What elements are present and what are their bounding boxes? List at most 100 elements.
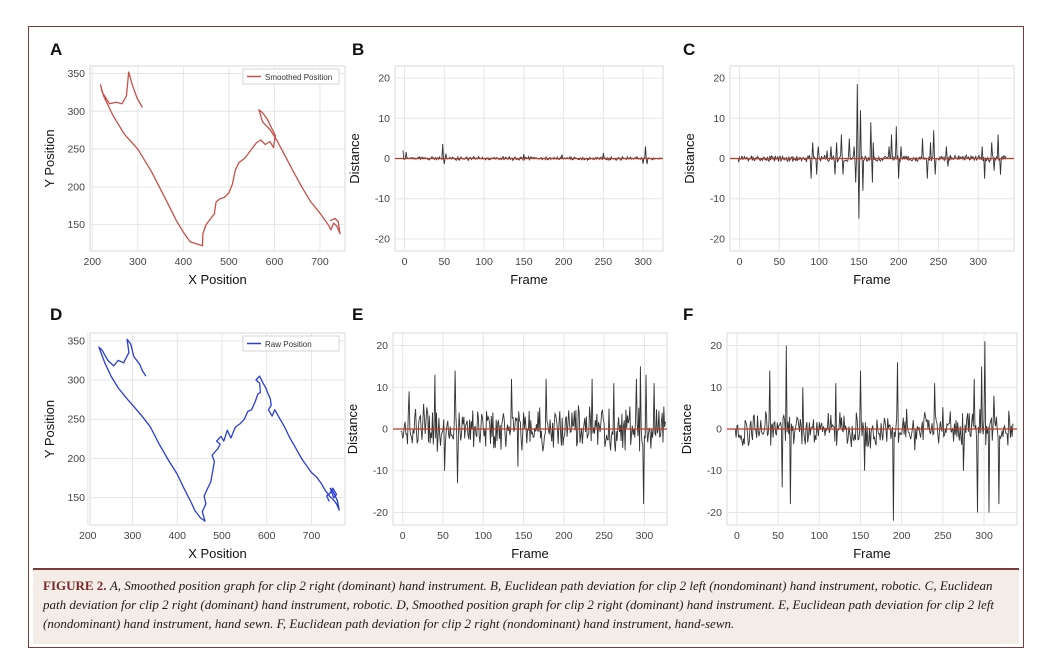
series-line-smoothed-position xyxy=(99,71,341,247)
x-tick-label: 250 xyxy=(930,256,948,268)
x-tick-label: 200 xyxy=(555,530,573,542)
panel-label-b: B xyxy=(352,40,364,59)
y-tick-label: 20 xyxy=(713,73,725,85)
x-tick-label: 200 xyxy=(84,256,102,268)
x-tick-label: 100 xyxy=(810,256,828,268)
chart-panel-b: B 0 50 100 150 200 250 300 -20 -10 0 10 20 Frame Dista… xyxy=(347,40,664,287)
x-tick-label: 250 xyxy=(595,530,613,542)
x-axis-label: Frame xyxy=(510,272,548,287)
x-tick-label: 0 xyxy=(734,530,740,542)
chart-panel-f: F 0 50 100 150 200 250 300 -20 -10 0 10 20 Frame Dista… xyxy=(679,305,1018,561)
chart-panel-c: C 0 50 100 150 200 250 300 -20 -10 0 10 20 Frame Dista… xyxy=(682,40,1015,287)
y-tick-label: -10 xyxy=(373,465,388,477)
y-tick-label: 20 xyxy=(376,340,388,352)
legend-box xyxy=(242,335,340,352)
x-tick-label: 300 xyxy=(975,530,993,542)
x-tick-label: 300 xyxy=(636,530,654,542)
y-axis-label: Distance xyxy=(679,404,694,455)
caption-figure-label: FIGURE 2. xyxy=(43,578,107,593)
y-tick-label: 350 xyxy=(67,335,85,347)
y-tick-label: 0 xyxy=(384,153,390,165)
y-tick-label: 250 xyxy=(67,144,85,156)
y-tick-label: -20 xyxy=(375,233,390,245)
legend-label: Smoothed Position xyxy=(265,73,332,82)
x-axis-label: Frame xyxy=(853,272,891,287)
y-tick-label: -20 xyxy=(707,507,722,519)
x-tick-label: 100 xyxy=(475,256,493,268)
legend-box xyxy=(242,68,340,85)
x-tick-label: 50 xyxy=(772,530,784,542)
y-tick-label: 300 xyxy=(67,106,85,118)
x-tick-label: 50 xyxy=(773,256,785,268)
y-tick-label: 10 xyxy=(376,382,388,394)
x-tick-label: 700 xyxy=(303,530,321,542)
x-axis-label: X Position xyxy=(188,272,247,287)
y-tick-label: 200 xyxy=(67,453,85,465)
x-tick-label: 150 xyxy=(515,530,533,542)
x-tick-label: 500 xyxy=(213,530,231,542)
x-tick-label: 200 xyxy=(890,256,908,268)
x-tick-label: 400 xyxy=(168,530,186,542)
panel-label-c: C xyxy=(683,40,695,59)
y-tick-label: 250 xyxy=(67,414,85,426)
x-tick-label: 0 xyxy=(400,530,406,542)
x-tick-label: 250 xyxy=(934,530,952,542)
x-tick-label: 150 xyxy=(515,256,533,268)
y-tick-label: -10 xyxy=(375,193,390,205)
chart-panel-e: E 0 50 100 150 200 250 300 -20 -10 0 10 20 Frame Dista… xyxy=(345,305,668,561)
panel-label-a: A xyxy=(50,40,62,59)
y-axis-label: Y Position xyxy=(42,129,57,187)
y-axis-label: Distance xyxy=(345,404,360,455)
panel-label-e: E xyxy=(352,305,363,324)
legend-label: Raw Position xyxy=(265,340,312,349)
y-tick-label: 0 xyxy=(719,153,725,165)
y-axis-label: Distance xyxy=(347,133,362,184)
x-tick-label: 150 xyxy=(850,256,868,268)
x-tick-label: 250 xyxy=(595,256,613,268)
x-axis-label: Frame xyxy=(853,546,891,561)
chart-panel-d: D 200 300 400 500 600 700 150 200 250 300 350 X Posi… xyxy=(42,305,346,561)
series-line-raw-position xyxy=(98,338,340,522)
y-tick-label: -10 xyxy=(707,465,722,477)
x-tick-label: 50 xyxy=(438,256,450,268)
x-tick-label: 200 xyxy=(893,530,911,542)
x-tick-label: 0 xyxy=(402,256,408,268)
y-tick-label: 20 xyxy=(378,73,390,85)
x-axis-label: X Position xyxy=(188,546,247,561)
x-axis-label: Frame xyxy=(511,546,549,561)
y-axis-label: Distance xyxy=(682,133,697,184)
x-tick-label: 500 xyxy=(220,256,238,268)
y-tick-label: 150 xyxy=(67,492,85,504)
y-axis-label: Y Position xyxy=(42,400,57,458)
plot-area xyxy=(89,65,346,252)
deviation-signal-line xyxy=(400,366,666,505)
x-tick-label: 100 xyxy=(474,530,492,542)
x-tick-label: 300 xyxy=(129,256,147,268)
x-tick-label: 200 xyxy=(555,256,573,268)
x-tick-label: 700 xyxy=(311,256,329,268)
y-tick-label: 150 xyxy=(67,219,85,231)
plot-area xyxy=(89,332,346,526)
x-tick-label: 50 xyxy=(437,530,449,542)
y-tick-label: -20 xyxy=(710,233,725,245)
x-tick-label: 300 xyxy=(634,256,652,268)
x-tick-label: 300 xyxy=(124,530,142,542)
y-tick-label: 200 xyxy=(67,181,85,193)
y-tick-label: 10 xyxy=(710,382,722,394)
x-tick-label: 400 xyxy=(175,256,193,268)
figure-caption: FIGURE 2. A, Smoothed position graph for… xyxy=(33,568,1019,644)
panel-label-f: F xyxy=(683,305,693,324)
y-tick-label: -20 xyxy=(373,507,388,519)
x-tick-label: 100 xyxy=(811,530,829,542)
panel-label-d: D xyxy=(50,305,62,324)
deviation-signal-line xyxy=(734,341,1014,521)
caption-text: A, Smoothed position graph for clip 2 ri… xyxy=(43,578,994,631)
y-tick-label: -10 xyxy=(710,193,725,205)
y-tick-label: 0 xyxy=(716,424,722,436)
x-tick-label: 600 xyxy=(266,256,284,268)
x-tick-label: 300 xyxy=(969,256,987,268)
y-tick-label: 350 xyxy=(67,68,85,80)
chart-panel-a: A 200 300 400 500 600 700 150 200 250 300 350 X Posi… xyxy=(42,40,346,287)
x-tick-label: 200 xyxy=(79,530,97,542)
y-tick-label: 10 xyxy=(378,113,390,125)
